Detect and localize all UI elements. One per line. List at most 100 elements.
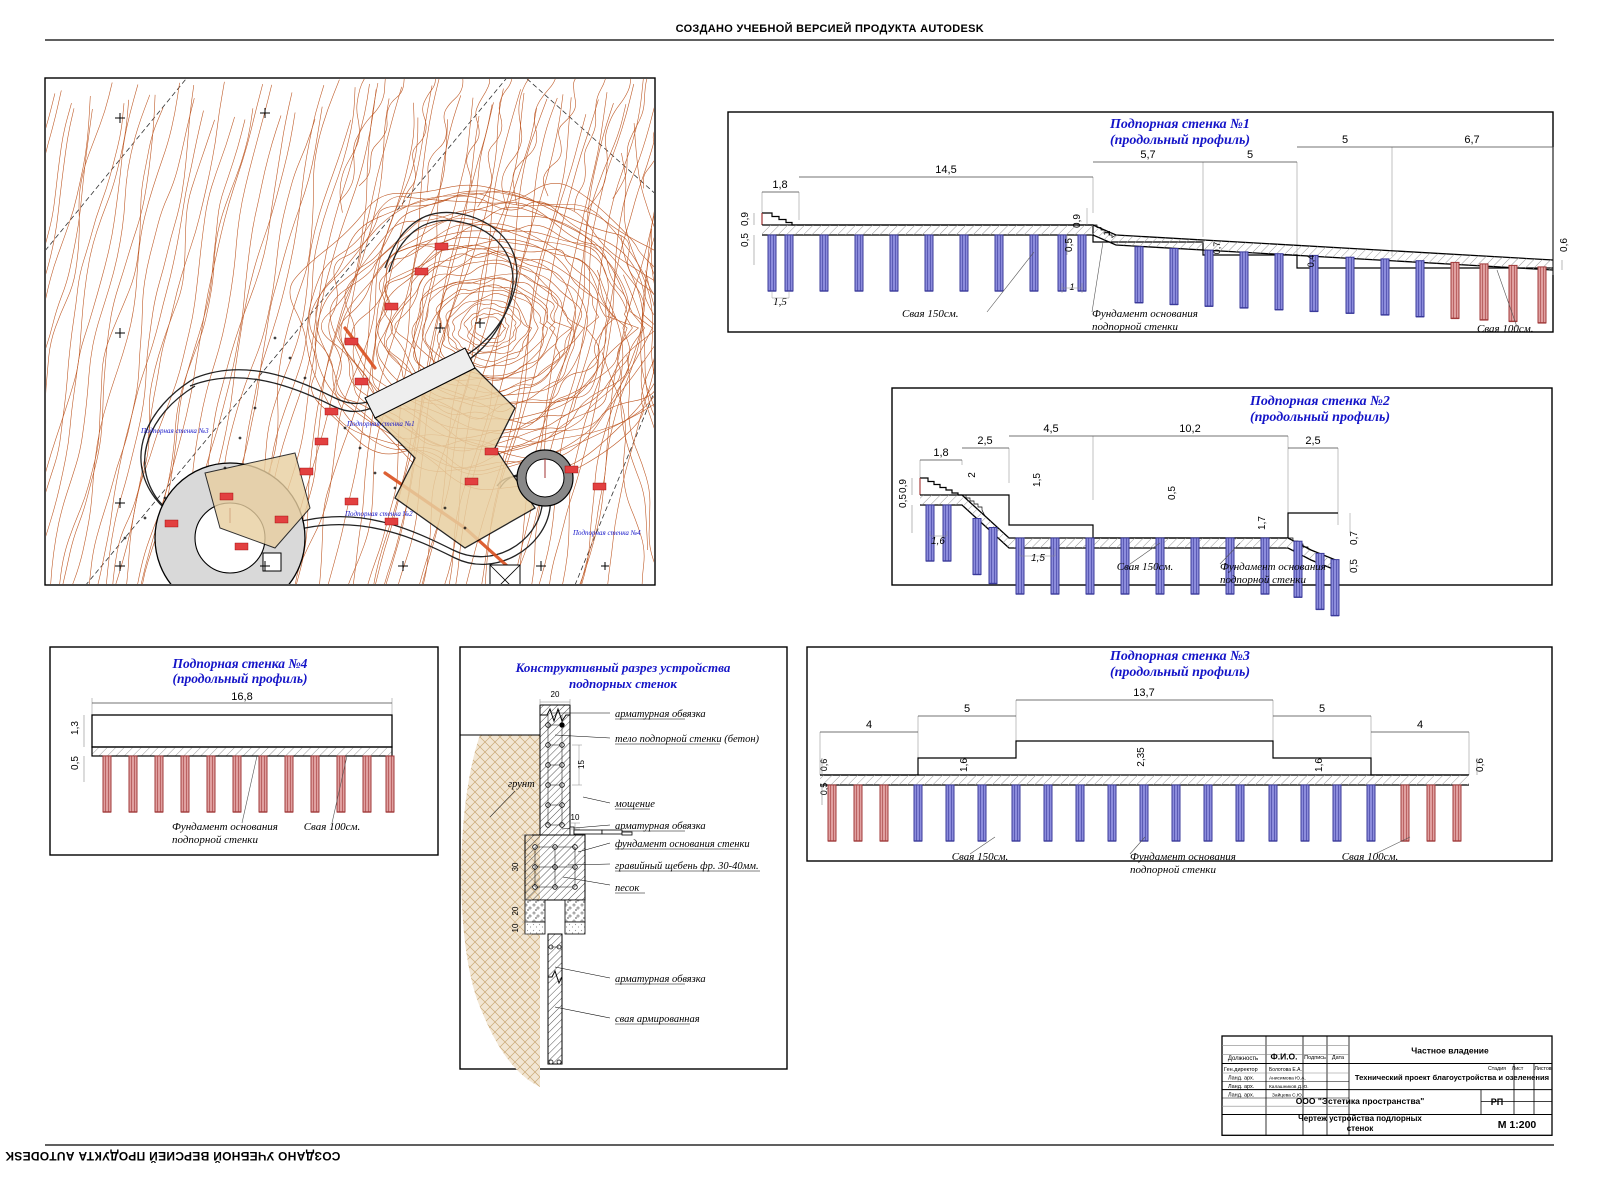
svg-text:Листов: Листов	[1534, 1066, 1551, 1072]
svg-text:грунт: грунт	[508, 779, 535, 790]
svg-text:арматурная обвязка: арматурная обвязка	[615, 974, 706, 985]
svg-text:6,7: 6,7	[1464, 134, 1479, 146]
svg-text:песок: песок	[615, 883, 639, 894]
svg-text:гравийный щебень фр. 30-40мм.: гравийный щебень фр. 30-40мм.	[615, 861, 759, 872]
svg-text:0,9: 0,9	[740, 212, 751, 226]
svg-text:Подпорная стенка №2: Подпорная стенка №2	[1249, 394, 1390, 409]
svg-text:подпорных стенок: подпорных стенок	[569, 676, 677, 691]
svg-text:СОЗДАНО УЧЕБНОЙ ВЕРСИЕЙ ПРОДУК: СОЗДАНО УЧЕБНОЙ ВЕРСИЕЙ ПРОДУКТА AUTODES…	[5, 1149, 340, 1164]
svg-text:ООО "Эстетика пространства": ООО "Эстетика пространства"	[1296, 1096, 1425, 1106]
svg-text:1,5: 1,5	[1031, 553, 1045, 564]
svg-text:Болотова Е.А.: Болотова Е.А.	[1269, 1067, 1302, 1073]
svg-text:Свая 150см.: Свая 150см.	[952, 851, 1009, 863]
svg-text:Фундамент основания: Фундамент основания	[1130, 851, 1236, 863]
svg-text:0,6: 0,6	[1559, 238, 1570, 252]
svg-text:Свая 100см.: Свая 100см.	[1342, 851, 1399, 863]
svg-text:5,7: 5,7	[1140, 149, 1155, 161]
svg-text:0,6: 0,6	[819, 759, 829, 772]
svg-text:2,5: 2,5	[1305, 435, 1320, 447]
svg-text:СОЗДАНО УЧЕБНОЙ ВЕРСИЕЙ ПРОДУК: СОЗДАНО УЧЕБНОЙ ВЕРСИЕЙ ПРОДУКТА AUTODES…	[676, 22, 984, 35]
svg-text:Подпорная стенка №3: Подпорная стенка №3	[140, 427, 209, 435]
svg-text:подпорной стенки: подпорной стенки	[1092, 321, 1178, 333]
svg-text:30: 30	[511, 862, 520, 871]
svg-text:Свая 150см.: Свая 150см.	[902, 308, 959, 320]
svg-text:Фундамент основания: Фундамент основания	[1220, 561, 1326, 573]
svg-text:Технический проект благоустрой: Технический проект благоустройства и озе…	[1355, 1073, 1549, 1082]
svg-text:Подпорная стенка №4: Подпорная стенка №4	[572, 529, 641, 537]
svg-text:20: 20	[551, 690, 560, 699]
svg-text:(продольный профиль): (продольный профиль)	[172, 671, 307, 686]
svg-text:М 1:200: М 1:200	[1498, 1119, 1537, 1131]
svg-text:0,5: 0,5	[70, 756, 81, 770]
svg-text:подпорной стенки: подпорной стенки	[1130, 864, 1216, 876]
svg-text:1: 1	[1069, 282, 1074, 292]
svg-text:1,5: 1,5	[1032, 473, 1043, 487]
svg-text:1,3: 1,3	[70, 721, 81, 735]
svg-text:5: 5	[1247, 149, 1253, 161]
svg-text:0,5: 0,5	[1064, 238, 1075, 252]
svg-text:5: 5	[1342, 134, 1348, 146]
svg-text:Чертеж устройства подлорных: Чертеж устройства подлорных	[1298, 1114, 1422, 1123]
svg-text:Ланд. арх.: Ланд. арх.	[1228, 1093, 1255, 1099]
svg-text:0,5: 0,5	[898, 494, 909, 508]
svg-text:Подпорная стенка №1: Подпорная стенка №1	[346, 420, 415, 428]
svg-text:(продольный профиль): (продольный профиль)	[1110, 133, 1250, 148]
svg-text:0,4: 0,4	[1306, 255, 1316, 268]
svg-text:Ланд. арх.: Ланд. арх.	[1228, 1084, 1255, 1090]
svg-text:1,7: 1,7	[1257, 516, 1268, 530]
svg-text:Фундамент основания: Фундамент основания	[172, 821, 278, 833]
svg-text:2,35: 2,35	[1136, 747, 1147, 767]
svg-text:1: 1	[1102, 230, 1112, 235]
svg-text:14,5: 14,5	[935, 164, 956, 176]
svg-text:Частное владение: Частное владение	[1411, 1046, 1489, 1056]
svg-text:Фундамент основания: Фундамент основания	[1092, 308, 1198, 320]
svg-text:свая армированная: свая армированная	[615, 1014, 700, 1025]
svg-text:мощение: мощение	[614, 799, 655, 810]
svg-text:Калашников Д.Ю.: Калашников Д.Ю.	[1269, 1084, 1309, 1090]
svg-text:Подпорная стенка №2: Подпорная стенка №2	[344, 510, 413, 518]
svg-text:4: 4	[866, 719, 872, 731]
svg-text:0,7: 0,7	[1349, 531, 1360, 545]
svg-text:Лист: Лист	[1512, 1066, 1524, 1072]
svg-text:16,8: 16,8	[231, 691, 252, 703]
svg-text:5: 5	[964, 703, 970, 715]
svg-text:2,5: 2,5	[977, 435, 992, 447]
svg-text:0,5: 0,5	[1349, 559, 1360, 573]
svg-text:10: 10	[571, 813, 580, 822]
svg-text:арматурная обвязка: арматурная обвязка	[615, 821, 706, 832]
svg-text:(продольный профиль): (продольный профиль)	[1250, 410, 1390, 425]
svg-text:4: 4	[1417, 719, 1423, 731]
svg-text:10: 10	[511, 923, 520, 932]
svg-text:Ланд. арх.: Ланд. арх.	[1228, 1076, 1255, 1082]
svg-text:0,9: 0,9	[898, 479, 909, 493]
svg-text:1,6: 1,6	[931, 536, 945, 547]
svg-text:0,7: 0,7	[1212, 242, 1222, 255]
svg-text:20: 20	[511, 906, 520, 915]
svg-text:13,7: 13,7	[1133, 687, 1154, 699]
svg-text:Подпорная стенка №3: Подпорная стенка №3	[1109, 649, 1250, 664]
svg-text:(продольный профиль): (продольный профиль)	[1110, 665, 1250, 680]
svg-text:1,8: 1,8	[933, 447, 948, 459]
svg-text:подпорной стенки: подпорной стенки	[172, 834, 258, 846]
svg-text:арматурная обвязка: арматурная обвязка	[615, 709, 706, 720]
svg-text:Свая 150см.: Свая 150см.	[1117, 561, 1174, 573]
svg-text:1,6: 1,6	[1314, 758, 1325, 772]
svg-text:0,5: 0,5	[1167, 486, 1178, 500]
svg-text:10,2: 10,2	[1179, 423, 1200, 435]
svg-text:Ф.И.О.: Ф.И.О.	[1270, 1052, 1297, 1062]
svg-text:0,5: 0,5	[740, 233, 751, 247]
svg-text:Подпорная стенка №4: Подпорная стенка №4	[172, 656, 308, 671]
svg-text:15: 15	[577, 760, 586, 769]
svg-text:Конструктивный разрез устройст: Конструктивный разрез устройства	[515, 660, 731, 675]
svg-text:подпорной стенки: подпорной стенки	[1220, 574, 1306, 586]
svg-text:2: 2	[967, 472, 978, 478]
svg-text:фундамент основания стенки: фундамент основания стенки	[615, 839, 750, 850]
svg-text:0,6: 0,6	[1475, 758, 1486, 772]
svg-text:Дата: Дата	[1332, 1055, 1345, 1061]
svg-text:1,6: 1,6	[959, 758, 970, 772]
svg-text:Стадия: Стадия	[1488, 1066, 1506, 1072]
svg-text:4,5: 4,5	[1043, 423, 1058, 435]
svg-text:Анисимова Ю.А.: Анисимова Ю.А.	[1269, 1076, 1306, 1082]
svg-text:Подпись: Подпись	[1304, 1055, 1326, 1061]
svg-text:тело подпорной стенки (бетон): тело подпорной стенки (бетон)	[615, 734, 760, 745]
